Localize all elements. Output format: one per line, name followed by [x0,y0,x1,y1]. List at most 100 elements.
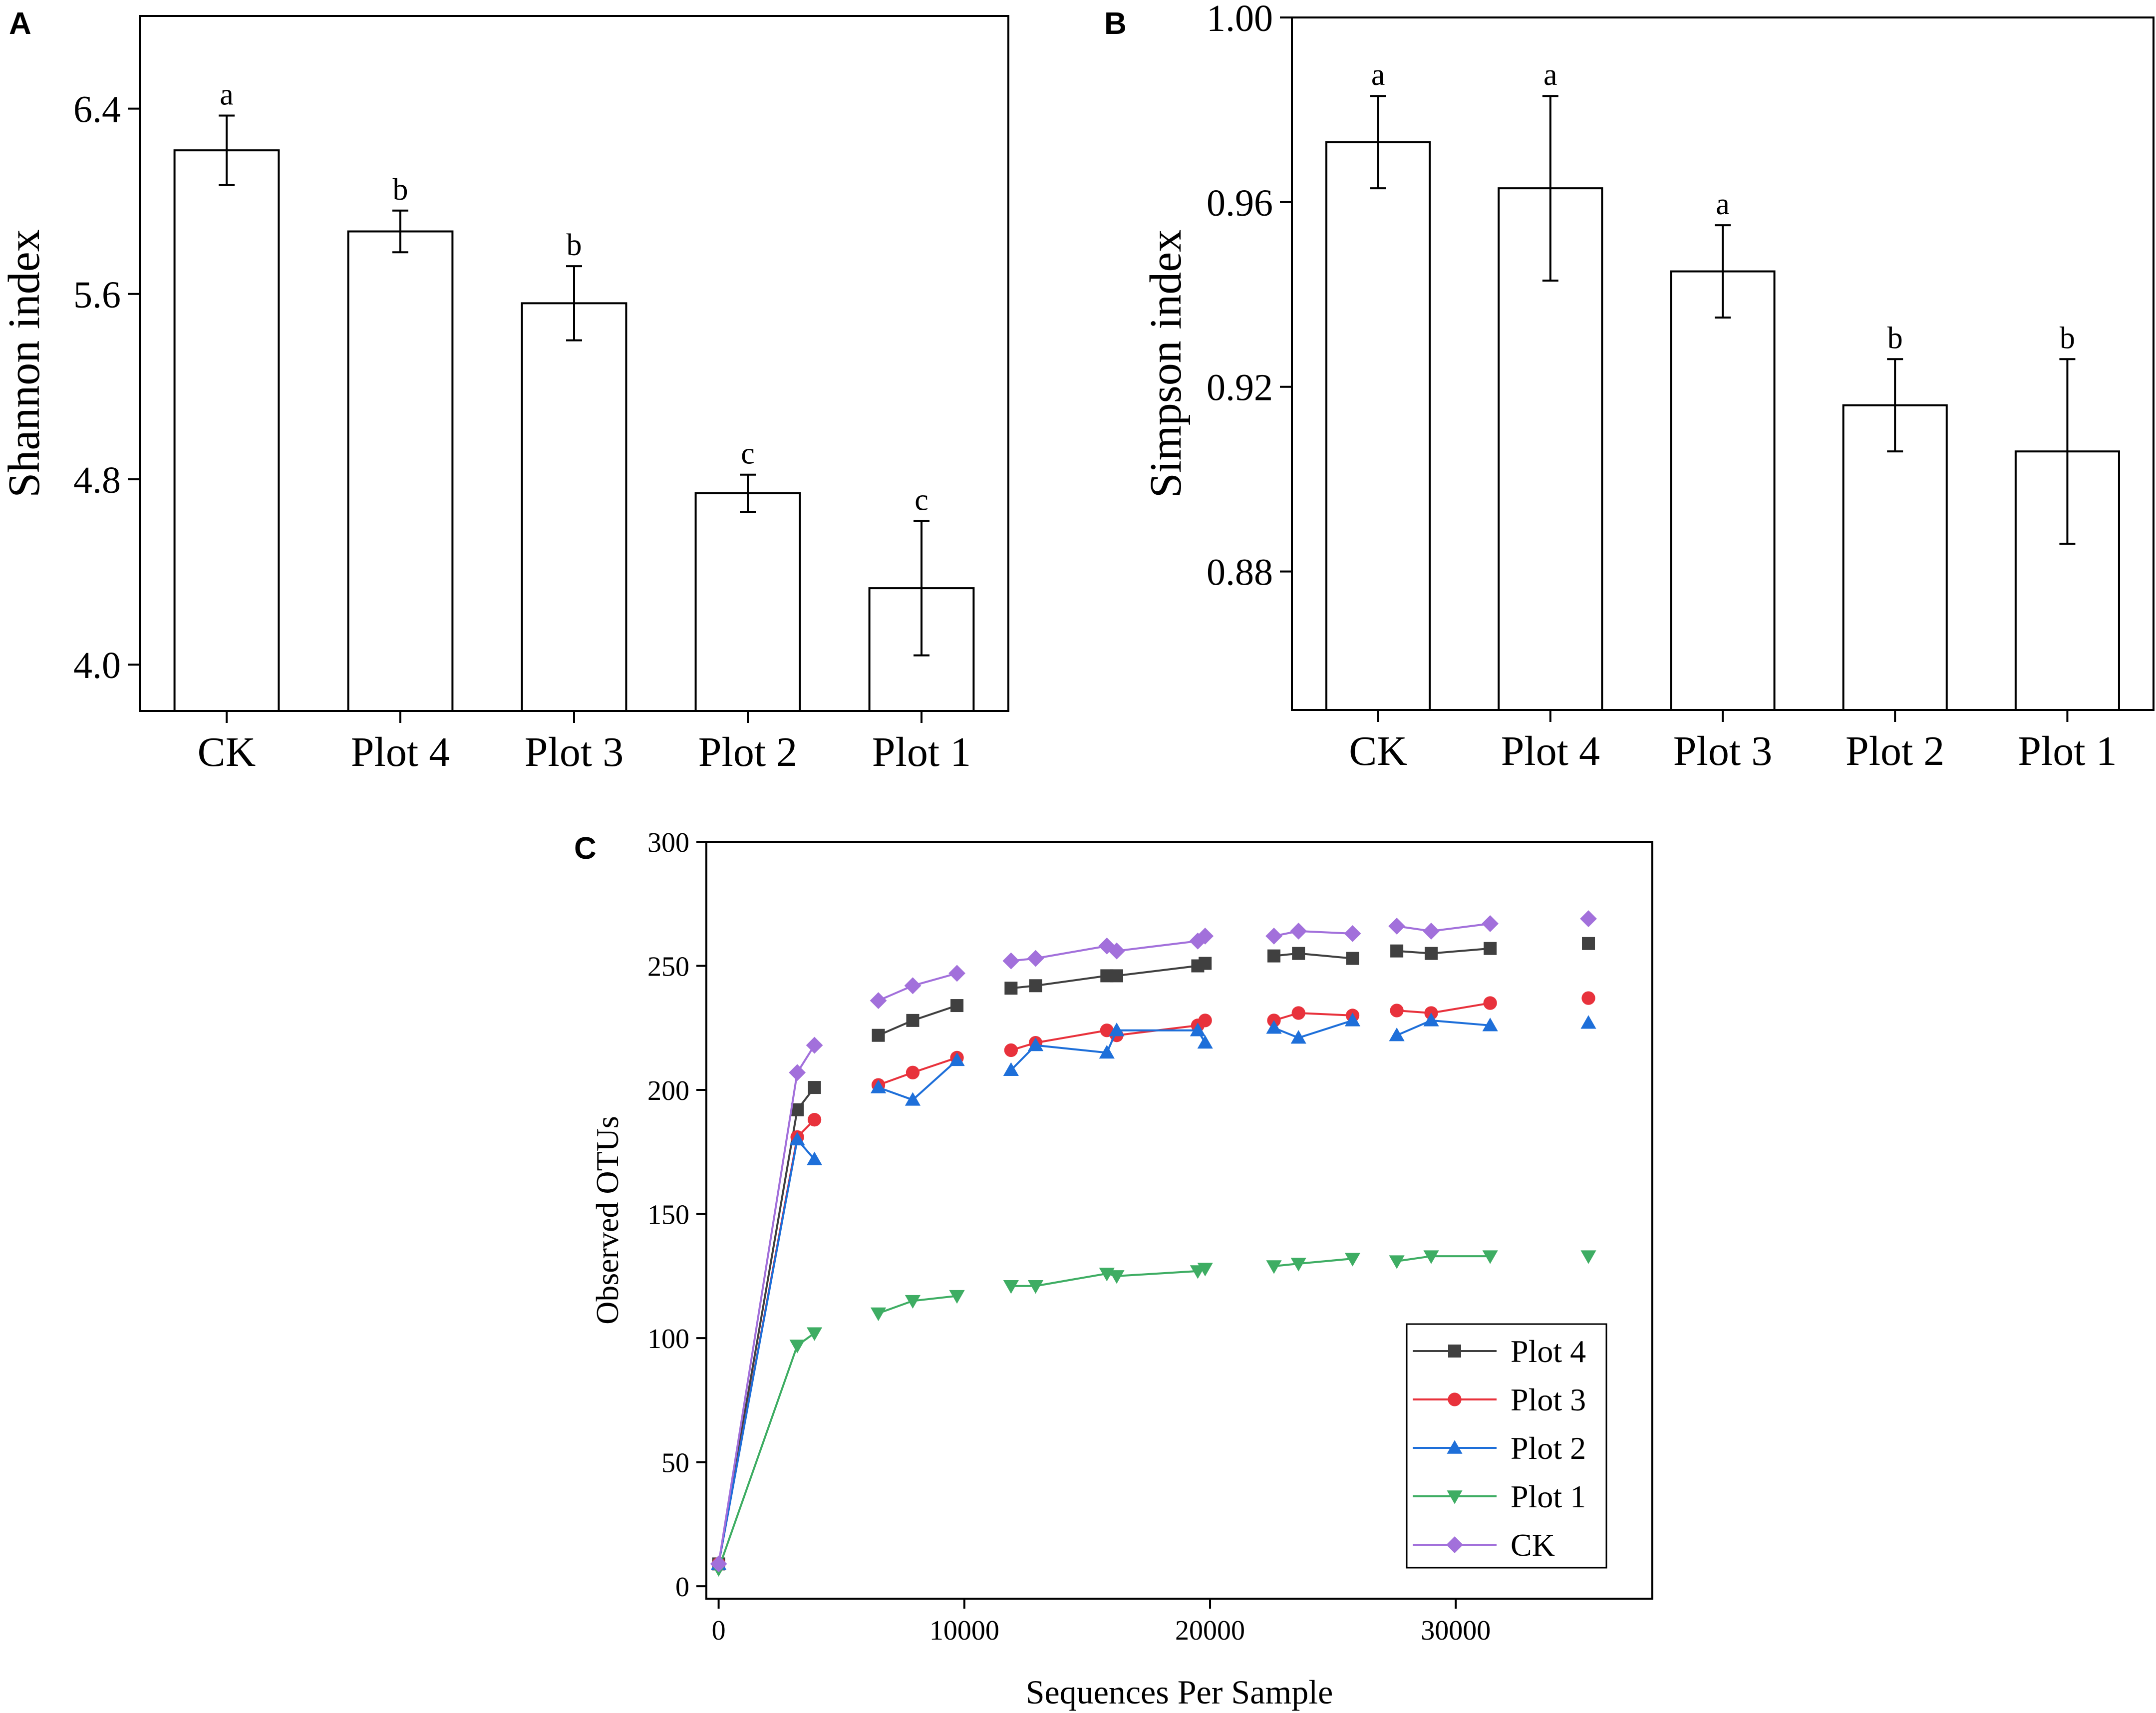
data-point-diamond [1580,910,1597,927]
x-tick-label: Plot 4 [1501,728,1600,774]
x-tick-label: Plot 3 [525,729,623,775]
bar [1842,404,1948,711]
data-point-diamond [1108,942,1125,960]
data-point-diamond [1265,927,1282,945]
series-line [1273,952,1353,960]
data-point-circle [1004,1043,1018,1057]
series-line [1396,1002,1491,1014]
y-tick-label: 150 [647,1200,689,1231]
data-point-diamond [1446,1536,1463,1553]
data-point-triangle-up [806,1151,823,1165]
x-tick-label: Plot 3 [1673,728,1772,774]
data-point-diamond [870,992,887,1010]
data-point-square [1390,944,1404,958]
data-point-square [1582,937,1595,950]
data-point-triangle-up [870,1079,887,1093]
data-point-square [1267,949,1280,963]
significance-letter: c [915,483,928,517]
shannon-bar-chart: 4.0 4.8 5.6 6.4 Shannon index a CK b Plot 4 b Plot… [0,15,1009,775]
significance-letter: b [393,173,408,207]
data-point-circle [1198,1014,1212,1028]
data-point-triangle-down [1003,1280,1019,1294]
series-line [1396,1255,1491,1262]
significance-letter: c [741,437,755,471]
data-point-triangle-up [1027,1037,1044,1051]
data-point-triangle-down [1290,1258,1306,1272]
legend-box [1406,1323,1607,1569]
data-point-square [950,999,964,1013]
data-point-diamond [1002,952,1020,970]
data-point-square [1110,969,1123,983]
data-point-circle [906,1065,920,1079]
data-point-diamond [1098,937,1116,955]
data-point-circle [1291,1006,1305,1020]
data-point-circle [1483,996,1497,1010]
data-point-triangle-down [806,1327,823,1341]
data-point-triangle-down [1344,1253,1361,1267]
x-tick-label: 20000 [1175,1615,1245,1646]
data-point-square [808,1081,821,1094]
bar [1325,141,1431,711]
data-point-circle [1448,1392,1462,1406]
data-point-triangle-up [1447,1440,1463,1454]
y-tick-label: 0.88 [1207,552,1273,594]
y-axis-title: Observed OTUs [590,1116,625,1325]
data-point-square [872,1028,885,1042]
series-plot-2 [711,1013,1596,1570]
y-tick-label: 4.8 [73,459,121,501]
significance-letter: b [2060,321,2075,355]
data-point-circle [807,1113,822,1127]
data-point-triangle-up [1423,1013,1439,1027]
x-tick-label: Plot 1 [2018,728,2117,774]
panel-label-a: A [9,6,31,41]
x-tick-label: 30000 [1421,1615,1491,1646]
series-line [717,1137,816,1564]
data-point-triangle-up [1003,1062,1019,1076]
data-point-circle [1581,991,1595,1005]
x-tick-label: Plot 2 [698,729,797,775]
data-point-diamond [1482,915,1499,932]
significance-letter: a [220,78,234,112]
data-point-square [1199,957,1212,970]
x-tick-label: Plot 2 [1846,728,1944,774]
y-axis-title: Shannon index [0,229,49,497]
bar [521,302,627,712]
data-point-circle [1390,1004,1404,1018]
data-point-triangle-down [870,1307,887,1321]
data-point-triangle-down [1482,1250,1498,1264]
data-point-diamond [1423,923,1440,940]
data-point-triangle-down [1027,1280,1044,1294]
y-axis-title: Simpson index [1141,230,1191,498]
series-line [717,1332,815,1570]
bar [694,492,801,712]
data-point-diamond [904,977,922,995]
data-point-square [1484,942,1497,955]
data-point-triangle-up [905,1092,921,1106]
data-point-square [906,1014,920,1027]
data-point-triangle-down [1580,1250,1596,1264]
x-tick-label: Plot 1 [872,729,971,775]
y-tick-label: 1.00 [1207,0,1273,39]
data-point-square [1448,1345,1461,1358]
data-point-triangle-up [1482,1018,1498,1031]
data-point-triangle-up [1389,1028,1405,1041]
data-point-square [1004,982,1018,995]
data-point-triangle-up [1109,1023,1125,1036]
data-point-diamond [710,1555,727,1573]
data-point-triangle-down [789,1340,805,1354]
data-point-triangle-up [1099,1044,1115,1059]
data-point-triangle-up [1266,1020,1282,1034]
series-plot-1 [711,1250,1596,1577]
data-point-triangle-down [905,1295,921,1309]
series-line [717,1086,816,1564]
data-point-triangle-down [949,1290,965,1304]
series-line [1396,1019,1491,1036]
data-point-triangle-down [1266,1260,1282,1274]
x-tick-label: 0 [712,1615,726,1646]
y-tick-label: 250 [647,952,689,983]
data-point-square [1425,947,1438,960]
data-point-triangle-down [1109,1270,1125,1284]
x-tick-label: CK [198,729,256,775]
x-tick-label: CK [1349,728,1407,774]
